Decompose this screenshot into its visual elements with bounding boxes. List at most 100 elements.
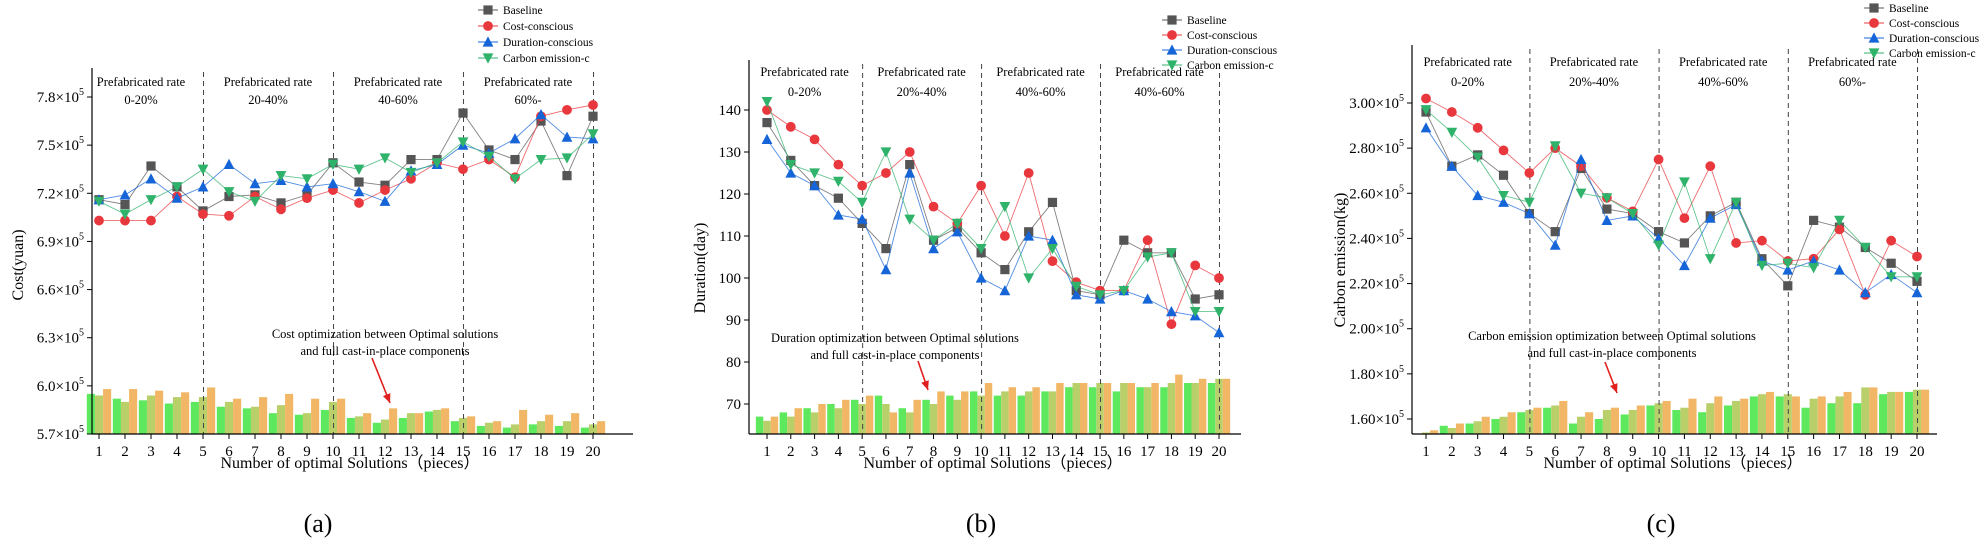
bar <box>1869 387 1878 434</box>
data-point <box>224 210 234 221</box>
y-tick-exponent: 5 <box>1399 183 1404 194</box>
data-point <box>1472 189 1484 201</box>
bar <box>441 408 450 434</box>
bar <box>86 393 95 434</box>
bar <box>937 391 945 434</box>
data-point <box>1653 227 1664 237</box>
data-point <box>354 198 364 208</box>
bar <box>1610 407 1620 434</box>
bar <box>1843 391 1852 434</box>
bar <box>363 413 372 434</box>
data-point <box>833 193 843 203</box>
bar <box>929 404 938 434</box>
data-point <box>405 167 417 179</box>
data-point <box>951 218 963 229</box>
y-tick-label: 140 <box>719 103 742 119</box>
data-point <box>1070 289 1082 300</box>
data-point <box>975 272 987 283</box>
data-point <box>809 134 820 145</box>
x-axis-title: Number of optimal Solutions（pieces） <box>1543 454 1802 472</box>
bar <box>827 404 835 434</box>
data-point <box>1756 260 1768 272</box>
legend: Baseline Cost-conscious Duration-conscious… <box>478 5 594 65</box>
bar <box>354 416 364 434</box>
y-tick-mantissa: 7.2 <box>37 186 56 202</box>
x-tick-label: 20 <box>1212 444 1227 460</box>
legend-marker <box>1167 30 1177 40</box>
data-point <box>999 202 1011 213</box>
series-line <box>1425 127 1918 294</box>
bar <box>1222 378 1231 434</box>
data-point <box>1214 290 1224 300</box>
bar <box>250 406 260 434</box>
bar <box>1465 423 1474 434</box>
data-point <box>301 174 313 185</box>
series-line <box>766 109 1220 326</box>
x-tick-label: 5 <box>1526 444 1534 460</box>
x-tick-label: 2 <box>121 444 129 460</box>
y-tick-mantissa: 2.80 <box>1349 141 1375 157</box>
x-axis-title: Number of optimal Solutions（pieces） <box>220 454 479 472</box>
x-tick-label: 12 <box>1021 444 1036 460</box>
y-tick-mantissa: 7.5 <box>37 138 56 154</box>
legend-marker <box>482 36 494 47</box>
data-point <box>999 231 1010 241</box>
y-tick-exponent: 5 <box>1399 409 1404 420</box>
x-tick-label: 20 <box>586 444 601 460</box>
data-point <box>1575 153 1587 165</box>
bar <box>1723 405 1733 434</box>
data-point <box>809 180 820 191</box>
bar-series-olive-bars <box>1421 387 1922 434</box>
series-line <box>98 114 594 202</box>
data-point <box>561 131 573 142</box>
x-tick-label: 13 <box>1729 444 1744 460</box>
x-tick-label: 5 <box>858 444 866 460</box>
x-tick-label: 18 <box>1858 444 1873 460</box>
data-point <box>1047 234 1058 245</box>
bar <box>1207 383 1216 434</box>
data-point <box>1094 290 1106 301</box>
bar <box>755 416 764 434</box>
data-point <box>223 187 235 198</box>
bar <box>1765 391 1775 434</box>
bar <box>1499 416 1508 434</box>
bar <box>94 395 104 434</box>
series-carbon-emission-c <box>93 129 599 220</box>
bar <box>1698 412 1707 434</box>
data-point <box>1627 209 1639 220</box>
y-tick-mantissa: 2.00 <box>1349 322 1375 338</box>
bar <box>380 419 390 434</box>
bar <box>1175 374 1183 434</box>
data-point <box>1679 259 1690 271</box>
y-tick-label: 2.20×105 <box>1349 274 1404 293</box>
bar <box>961 391 969 434</box>
y-tick-mantissa: 1.80 <box>1349 367 1375 383</box>
y-tick-mantissa: 7.8 <box>37 90 56 106</box>
bar <box>450 421 459 434</box>
data-point <box>1679 177 1690 188</box>
x-tick-label: 10 <box>974 444 989 460</box>
y-tick-exponent: 5 <box>1399 228 1404 239</box>
y-tick-times-ten: ×10 <box>56 283 79 299</box>
bar <box>1628 409 1637 434</box>
data-point <box>588 111 598 121</box>
bar <box>484 422 494 434</box>
bar <box>1853 403 1862 434</box>
data-point <box>1886 258 1896 268</box>
y-tick-mantissa: 3.00 <box>1349 96 1375 112</box>
bar <box>842 399 850 434</box>
legend-label: Cost-conscious <box>503 21 574 33</box>
x-tick-label: 2 <box>1448 444 1456 460</box>
x-tick-label: 1 <box>763 444 771 460</box>
x-tick-label: 6 <box>882 444 890 460</box>
data-point <box>353 164 365 175</box>
bar <box>779 412 788 434</box>
series-duration-conscious <box>1420 122 1923 298</box>
series-baseline <box>94 108 598 216</box>
y-axis-title: Carbon emission(kg) <box>1332 193 1349 328</box>
y-tick-label: 120 <box>719 187 742 203</box>
data-point <box>1023 168 1034 178</box>
x-tick-label: 19 <box>560 444 575 460</box>
data-point <box>1047 197 1058 207</box>
legend-marker <box>1868 48 1880 59</box>
